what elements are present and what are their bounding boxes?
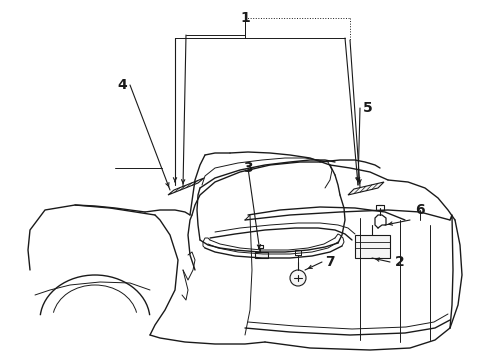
Text: 1: 1 — [240, 11, 250, 25]
Polygon shape — [355, 235, 390, 258]
Text: 3: 3 — [243, 161, 253, 175]
Text: 4: 4 — [117, 78, 127, 92]
Polygon shape — [348, 182, 384, 195]
Text: 6: 6 — [415, 203, 425, 217]
Polygon shape — [255, 252, 268, 258]
Text: 5: 5 — [363, 101, 373, 115]
Circle shape — [290, 270, 306, 286]
Text: 2: 2 — [395, 255, 405, 269]
Text: 7: 7 — [325, 255, 335, 269]
Polygon shape — [168, 178, 204, 195]
